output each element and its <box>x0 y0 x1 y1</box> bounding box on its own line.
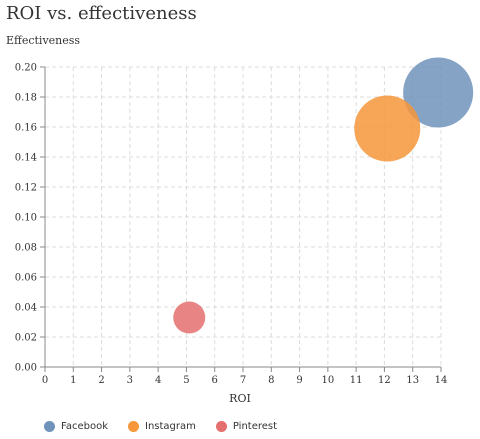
x-tick-label: 12 <box>378 375 391 386</box>
x-tick-label: 13 <box>406 375 419 386</box>
x-tick: 2 <box>98 367 105 386</box>
legend-item-pinterest[interactable]: Pinterest <box>215 421 278 432</box>
legend-label-facebook: Facebook <box>61 421 108 432</box>
x-tick: 11 <box>350 367 363 386</box>
x-tick: 13 <box>406 367 419 386</box>
y-tick: 0.20 <box>15 63 45 74</box>
y-tick: 0.00 <box>15 363 45 374</box>
y-tick-label: 0.06 <box>15 273 37 284</box>
x-tick-label: 0 <box>42 375 48 386</box>
legend-swatch-facebook <box>44 421 55 432</box>
bubbles <box>173 57 474 334</box>
y-tick: 0.04 <box>15 303 45 314</box>
x-tick: 5 <box>183 367 190 386</box>
x-tick: 1 <box>70 367 76 386</box>
y-tick-label: 0.08 <box>15 243 37 254</box>
y-tick: 0.06 <box>15 273 45 284</box>
legend-swatch-pinterest <box>215 421 227 432</box>
axes: 0 1 2 3 4 5 6 7 8 9 10 11 12 13 140.000.020.040.060.08… <box>15 63 448 387</box>
x-tick-label: 6 <box>212 375 218 386</box>
x-axis-label: ROI <box>229 392 251 405</box>
y-tick: 0.14 <box>15 153 45 164</box>
x-tick-label: 9 <box>296 375 302 386</box>
y-tick-label: 0.10 <box>15 213 37 224</box>
y-tick: 0.18 <box>15 93 45 104</box>
x-tick-label: 10 <box>321 375 334 386</box>
legend-item-instagram[interactable]: Instagram <box>128 421 196 432</box>
y-axis-label: Effectiveness <box>6 34 81 47</box>
x-tick-label: 14 <box>435 375 448 386</box>
y-tick: 0.08 <box>15 243 45 254</box>
x-tick-label: 11 <box>350 375 363 386</box>
y-tick: 0.12 <box>15 183 45 194</box>
y-tick-label: 0.18 <box>15 93 37 104</box>
y-tick-label: 0.02 <box>15 333 37 344</box>
y-tick-label: 0.20 <box>15 63 37 74</box>
x-tick-label: 2 <box>98 375 104 386</box>
x-tick: 10 <box>321 367 334 386</box>
legend-label-pinterest: Pinterest <box>232 421 278 432</box>
legend-item-facebook[interactable]: Facebook <box>44 421 108 432</box>
y-tick: 0.02 <box>15 333 45 344</box>
x-tick: 8 <box>268 367 274 386</box>
x-tick: 9 <box>296 367 303 386</box>
y-tick-label: 0.00 <box>15 363 37 374</box>
legend-label-instagram: Instagram <box>145 421 196 432</box>
x-tick: 0 <box>42 367 48 386</box>
x-tick-label: 8 <box>268 375 274 386</box>
y-tick: 0.16 <box>15 123 45 134</box>
x-tick: 14 <box>435 367 448 386</box>
x-tick-label: 4 <box>155 375 161 386</box>
x-tick-label: 5 <box>183 375 189 386</box>
x-tick: 6 <box>212 367 218 386</box>
y-tick-label: 0.14 <box>15 153 37 164</box>
y-tick-label: 0.16 <box>15 123 37 134</box>
x-tick: 4 <box>155 367 161 386</box>
bubble-instagram[interactable] <box>354 95 421 162</box>
chart-title: ROI vs. effectiveness <box>6 3 197 24</box>
x-tick-label: 1 <box>70 375 76 386</box>
bubble-facebook[interactable] <box>403 57 474 128</box>
x-tick: 12 <box>378 367 391 386</box>
x-tick-label: 3 <box>127 375 133 386</box>
legend-swatch-instagram <box>128 421 139 432</box>
legend: Facebook Instagram Pinterest <box>44 421 277 432</box>
y-tick-label: 0.04 <box>15 303 37 314</box>
y-tick: 0.10 <box>15 213 45 224</box>
x-tick: 7 <box>240 367 246 386</box>
bubble-pinterest[interactable] <box>173 301 206 334</box>
x-tick: 3 <box>127 367 133 386</box>
y-tick-label: 0.12 <box>15 183 37 194</box>
x-tick-label: 7 <box>240 375 246 386</box>
